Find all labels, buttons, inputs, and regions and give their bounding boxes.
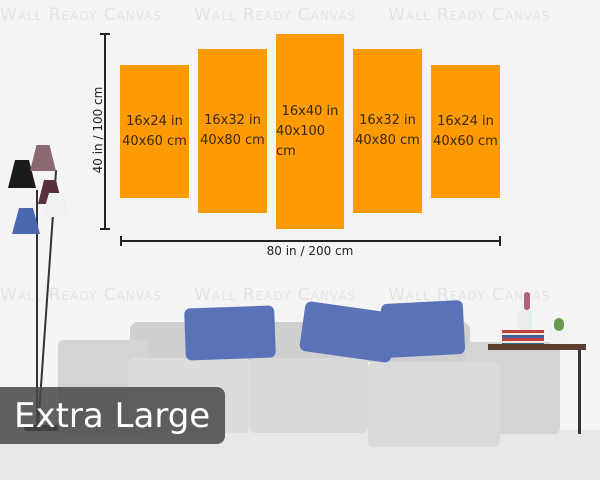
pillow xyxy=(184,305,276,361)
panel-size-in: 16x32 in xyxy=(359,113,416,128)
height-label: 40 in / 100 cm xyxy=(91,86,105,174)
panel-size-in: 16x40 in xyxy=(281,103,339,119)
panel-size-in: 16x24 in xyxy=(126,113,183,129)
height-arrow-cap xyxy=(100,33,110,35)
size-badge: Extra Large xyxy=(0,387,225,444)
width-arrow-cap xyxy=(499,236,501,246)
width-label: 80 in / 200 cm xyxy=(266,244,354,258)
height-arrow xyxy=(104,34,106,229)
panel-size-cm: 40x80 cm xyxy=(200,133,265,148)
panel-size-in: 16x32 in xyxy=(204,113,261,128)
height-arrow-cap xyxy=(100,228,110,230)
panel-size-cm: 40x100 cm xyxy=(276,123,326,159)
canvas-panel-5: 16x24 in 40x60 cm xyxy=(431,65,500,198)
width-arrow-cap xyxy=(120,236,122,246)
canvas-panel-1: 16x24 in 40x60 cm xyxy=(120,65,189,198)
canvas-panel-3: 16x40 in 40x100 cm xyxy=(276,34,344,229)
panel-size-cm: 40x80 cm xyxy=(355,133,420,148)
width-arrow xyxy=(121,240,501,242)
panel-size-in: 16x24 in xyxy=(437,113,494,129)
panel-size-cm: 40x60 cm xyxy=(122,133,187,149)
canvas-panel-4: 16x32 in 40x80 cm xyxy=(353,49,422,213)
pillow xyxy=(380,299,466,359)
watermark: Wall Ready Canvas Wall Ready Canvas Wall… xyxy=(0,285,551,305)
canvas-panel-2: 16x32 in 40x80 cm xyxy=(198,49,267,213)
panel-size-cm: 40x60 cm xyxy=(433,133,498,149)
watermark: Wall Ready Canvas Wall Ready Canvas Wall… xyxy=(0,5,551,25)
